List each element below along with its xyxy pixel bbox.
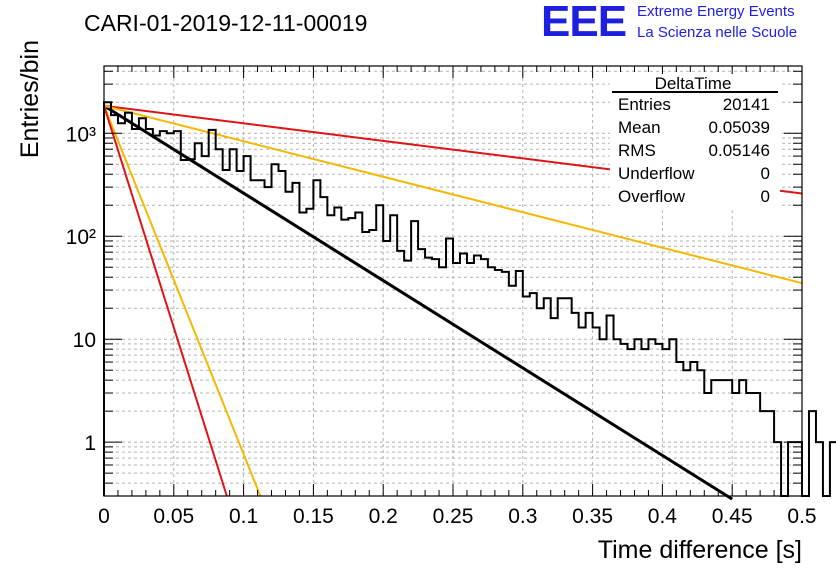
stats-box: DeltaTime Entries 20141 Mean 0.05039 RMS 0.05… bbox=[610, 74, 780, 210]
curve-fit bbox=[103, 104, 733, 501]
x-tick-label: 0.05 bbox=[153, 505, 194, 528]
x-tick-label: 0.15 bbox=[293, 505, 334, 528]
x-tick-label: 0.25 bbox=[433, 505, 474, 528]
x-tick-label: 0.4 bbox=[648, 505, 678, 528]
curve-red-steep bbox=[103, 105, 228, 497]
x-tick-label: 0.5 bbox=[787, 505, 816, 528]
y-tick-label: 10³ bbox=[66, 123, 96, 146]
stats-label: Mean bbox=[618, 118, 661, 137]
stats-value: 0 bbox=[761, 187, 770, 206]
x-tick-label: 0.1 bbox=[229, 505, 258, 528]
stats-value: 0.05039 bbox=[709, 118, 770, 137]
curve-orange-steep bbox=[103, 105, 262, 497]
stats-label: Entries bbox=[618, 95, 671, 114]
axis-tick-labels: 0 0.05 0.1 0.15 0.2 0.25 0.3 0.35 0.4 0.45 0.5 1 10 1… bbox=[66, 123, 817, 528]
x-tick-label: 0.35 bbox=[572, 505, 613, 528]
stats-label: Underflow bbox=[618, 164, 695, 183]
stats-value: 0 bbox=[761, 164, 770, 183]
stats-value: 20141 bbox=[723, 95, 770, 114]
logo-line-2: La Scienza nelle Scuole bbox=[637, 24, 798, 41]
curve-orange-shallow bbox=[103, 104, 803, 285]
histogram-steps bbox=[103, 101, 836, 497]
x-tick-label: 0.3 bbox=[508, 505, 537, 528]
stats-label: RMS bbox=[618, 141, 656, 160]
eee-logo: EEE bbox=[541, 0, 627, 46]
stats-label: Overflow bbox=[618, 187, 686, 206]
x-tick-label: 0 bbox=[98, 505, 110, 528]
x-tick-label: 0.2 bbox=[369, 505, 398, 528]
y-axis-label: Entries/bin bbox=[16, 40, 44, 158]
logo-line-1: Extreme Energy Events bbox=[637, 3, 795, 20]
axis-ticks bbox=[103, 66, 803, 497]
stats-title: DeltaTime bbox=[655, 74, 732, 93]
y-tick-label: 1 bbox=[84, 432, 96, 455]
x-tick-label: 0.45 bbox=[712, 505, 753, 528]
y-tick-label: 10² bbox=[66, 226, 96, 249]
x-axis-label: Time difference [s] bbox=[598, 536, 802, 564]
y-tick-label: 10 bbox=[73, 329, 96, 352]
stats-value: 0.05146 bbox=[709, 141, 770, 160]
chart-title: CARI-01-2019-12-11-00019 bbox=[84, 10, 368, 36]
